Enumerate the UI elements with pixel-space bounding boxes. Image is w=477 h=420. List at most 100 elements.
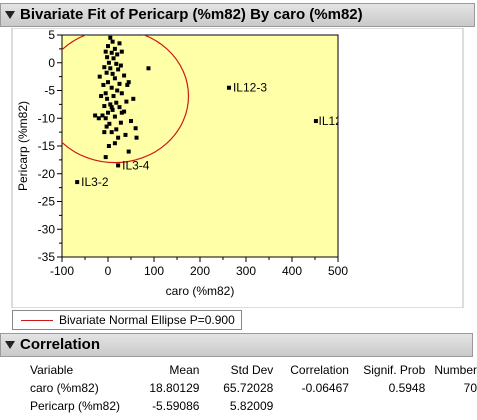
table-row: Pericarp (%m82) -5.59086 5.82009 (26, 397, 477, 415)
data-point[interactable] (106, 80, 110, 85)
data-point[interactable] (96, 116, 101, 121)
data-point[interactable] (106, 44, 110, 49)
x-tick-label: 200 (190, 264, 210, 278)
data-point[interactable] (93, 113, 98, 118)
data-point[interactable] (122, 109, 127, 114)
data-point[interactable] (99, 94, 104, 99)
data-point[interactable] (112, 46, 117, 51)
signif-prob-cell (349, 397, 425, 415)
data-point[interactable] (119, 110, 124, 115)
data-point[interactable] (104, 70, 109, 75)
data-point[interactable] (126, 80, 131, 85)
data-point[interactable] (129, 119, 133, 124)
data-point[interactable] (104, 124, 109, 129)
data-point[interactable] (118, 63, 123, 68)
data-point[interactable] (110, 39, 115, 44)
x-axis-label: caro (%m82) (166, 284, 235, 298)
data-point[interactable] (117, 41, 122, 46)
column-header: Variable (30, 363, 74, 377)
data-point[interactable] (106, 110, 110, 115)
correlation-cell (273, 397, 349, 415)
data-point[interactable] (126, 149, 131, 154)
data-point[interactable] (122, 73, 127, 78)
data-point[interactable] (103, 155, 108, 160)
data-point[interactable] (133, 126, 138, 131)
data-point[interactable] (313, 119, 318, 124)
data-point[interactable] (112, 114, 117, 119)
data-point[interactable] (102, 65, 107, 70)
data-point[interactable] (117, 81, 122, 86)
data-point[interactable] (110, 107, 115, 112)
data-point[interactable] (111, 56, 116, 61)
number-cell: 70 (463, 381, 477, 395)
disclosure-triangle-icon[interactable] (5, 341, 15, 349)
data-point[interactable] (115, 88, 120, 93)
data-point[interactable] (124, 99, 129, 104)
data-point[interactable] (108, 66, 113, 71)
data-point[interactable] (123, 132, 128, 137)
data-point[interactable] (97, 74, 102, 79)
data-point[interactable] (105, 96, 110, 101)
data-point[interactable] (146, 66, 151, 71)
data-point[interactable] (116, 135, 121, 140)
x-tick-label: 100 (144, 264, 164, 278)
data-point[interactable] (103, 49, 108, 54)
data-point[interactable] (105, 55, 110, 60)
data-point[interactable] (106, 144, 111, 148)
data-point[interactable] (102, 104, 107, 109)
column-header: Correlation (290, 363, 349, 377)
data-point[interactable] (101, 82, 106, 87)
y-axis-label: Pericarp (%m82) (16, 101, 30, 191)
data-point[interactable] (226, 85, 231, 90)
x-tick-label: 300 (236, 264, 256, 278)
point-label: IL3-2 (81, 175, 109, 189)
data-point[interactable] (108, 102, 113, 107)
y-tick-label: -5 (44, 84, 55, 98)
data-point[interactable] (112, 76, 117, 81)
data-point[interactable] (109, 130, 114, 135)
std-dev-cell: 65.72028 (223, 381, 274, 395)
data-point[interactable] (119, 91, 124, 96)
data-point[interactable] (116, 67, 121, 72)
data-point[interactable] (109, 105, 114, 110)
data-point[interactable] (114, 61, 119, 66)
data-point[interactable] (103, 91, 108, 96)
data-point[interactable] (125, 82, 130, 87)
disclosure-triangle-icon[interactable] (5, 11, 15, 19)
column-header: Std Dev (230, 363, 274, 377)
y-tick-label: 5 (48, 28, 55, 42)
data-point[interactable] (106, 60, 111, 65)
data-point[interactable] (108, 35, 113, 40)
normal-ellipse (62, 35, 190, 164)
data-point[interactable] (114, 127, 119, 132)
legend-label: Bivariate Normal Ellipse P=0.900 (59, 313, 235, 327)
data-point[interactable] (116, 163, 121, 168)
correlation-cell: -0.06467 (301, 381, 349, 395)
data-point[interactable] (134, 135, 139, 140)
data-point[interactable] (107, 121, 112, 126)
data-point[interactable] (112, 141, 117, 146)
data-point[interactable] (131, 96, 136, 101)
table-row: caro (%m82) 18.80129 65.72028 -0.06467 0… (26, 379, 477, 397)
data-point[interactable] (103, 116, 108, 121)
data-point[interactable] (117, 105, 122, 110)
data-point[interactable] (100, 113, 105, 118)
data-point[interactable] (102, 130, 107, 135)
data-point[interactable] (75, 180, 80, 185)
data-point[interactable] (119, 49, 124, 54)
data-point[interactable] (118, 120, 123, 125)
ellipse-legend-swatch (21, 320, 53, 321)
data-point[interactable] (109, 85, 114, 90)
data-point[interactable] (111, 94, 116, 99)
std-dev-cell: 5.82009 (229, 399, 274, 413)
data-point[interactable] (114, 100, 119, 105)
data-point[interactable] (115, 52, 120, 57)
correlation-table: Variable Mean Std Dev Correlation Signif… (26, 361, 477, 415)
data-point[interactable] (109, 50, 114, 55)
data-point[interactable] (110, 71, 115, 76)
variable-cell: Pericarp (%m82) (30, 399, 121, 413)
correlation-header[interactable]: Correlation (0, 333, 473, 357)
column-header: Signif. Prob (363, 363, 426, 377)
bivariate-fit-header[interactable]: Bivariate Fit of Pericarp (%m82) By caro… (0, 3, 475, 27)
x-tick-label: 0 (105, 264, 112, 278)
